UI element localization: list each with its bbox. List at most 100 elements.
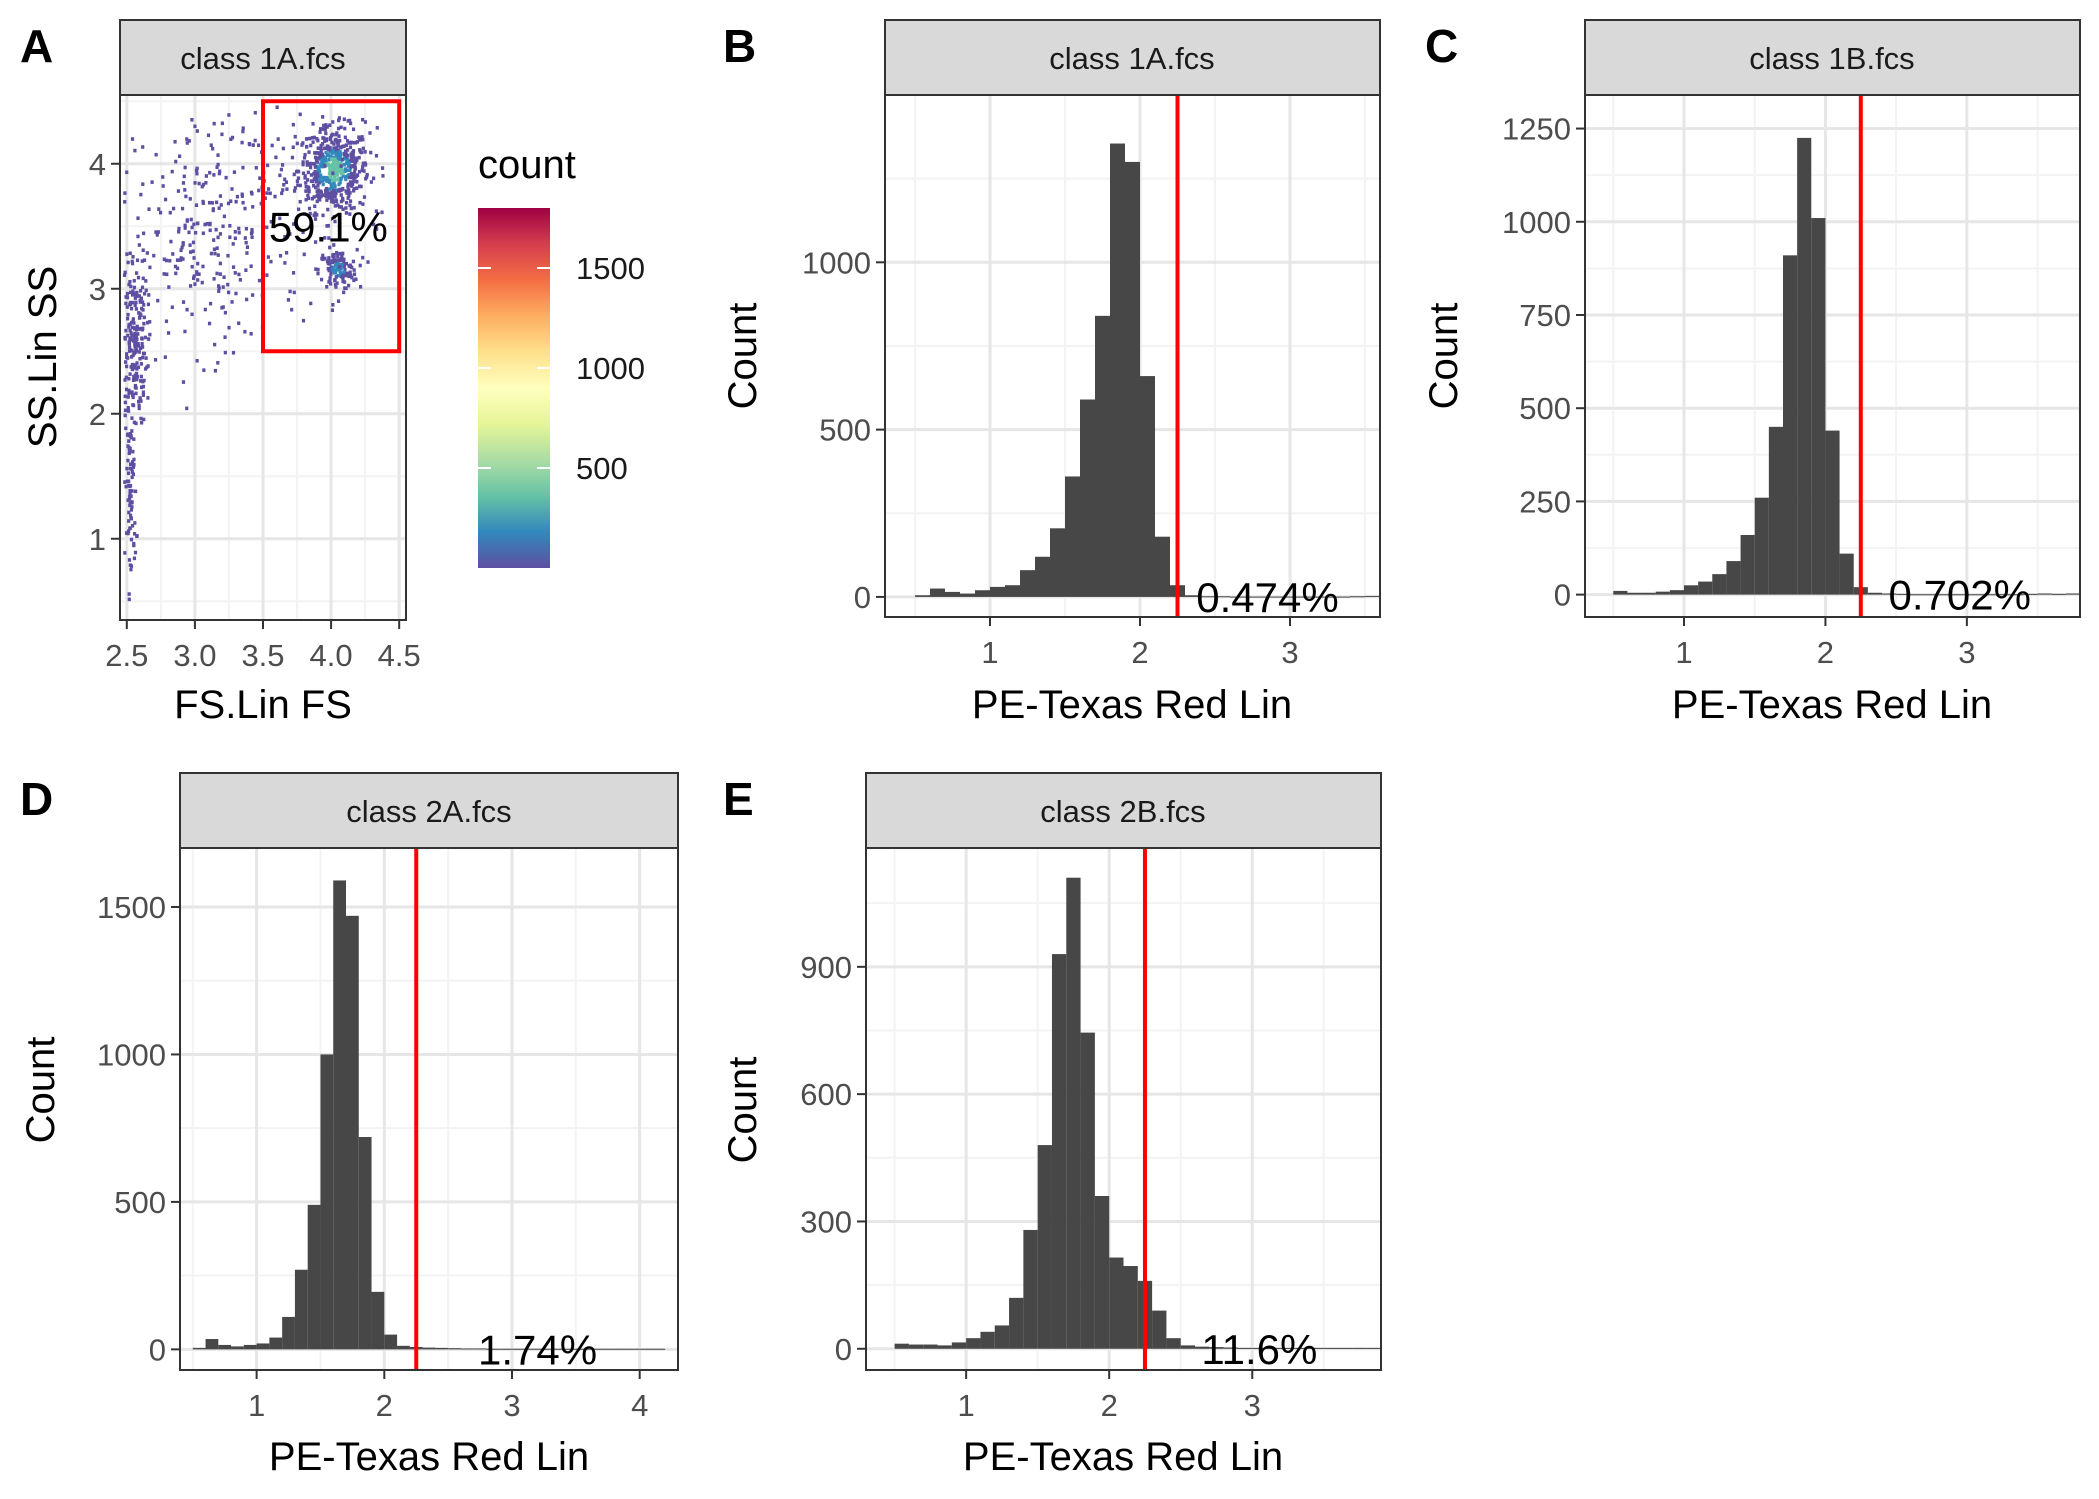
hexbin-point	[125, 364, 129, 369]
hexbin-point	[141, 182, 145, 186]
hexbin-point	[125, 252, 129, 256]
hexbin-point	[354, 277, 358, 282]
hexbin-point	[333, 283, 337, 287]
hexbin-point	[191, 276, 196, 280]
hexbin-point	[191, 240, 196, 245]
hexbin-point	[180, 245, 184, 250]
hexbin-point	[369, 150, 373, 155]
hexbin-point	[173, 139, 177, 144]
hexbin-point	[123, 200, 127, 204]
hexbin-point	[181, 257, 185, 261]
hexbin-point	[332, 146, 336, 150]
histogram-bar	[192, 1347, 206, 1350]
hexbin-point	[139, 362, 144, 366]
hexbin-point	[130, 489, 134, 493]
hexbin-point	[352, 174, 356, 178]
histogram-bar	[1095, 315, 1110, 597]
hexbin-point	[309, 173, 314, 177]
hexbin-point	[201, 264, 205, 269]
x-tick-label: 2.5	[105, 638, 148, 673]
hexbin-point	[174, 159, 178, 164]
hexbin-point	[312, 195, 316, 199]
hexbin-point	[190, 117, 194, 122]
hexbin-point	[335, 131, 339, 135]
histogram-bar	[346, 915, 359, 1350]
y-axis-label: SS.Lin SS	[21, 266, 65, 448]
hexbin-point	[216, 153, 220, 157]
hexbin-point	[197, 181, 201, 186]
histogram-bar	[1050, 528, 1065, 597]
hexbin-point	[344, 167, 348, 171]
x-tick-label: 1	[981, 635, 998, 670]
hexbin-point	[348, 118, 352, 123]
hexbin-point	[360, 135, 364, 139]
hexbin-point	[374, 153, 379, 158]
hexbin-point	[156, 298, 160, 303]
hexbin-point	[131, 472, 136, 477]
histogram-bar	[448, 1348, 461, 1350]
panel-letter-c: C	[1425, 20, 1458, 72]
hexbin-point	[322, 146, 326, 151]
strip-background	[884, 19, 1381, 96]
hexbin-point	[327, 236, 331, 240]
histogram-bar	[626, 1348, 640, 1350]
gate-percentage-label: 0.702%	[1889, 572, 2031, 619]
hexbin-point	[173, 264, 178, 269]
hexbin-point	[157, 207, 161, 211]
hexbin-point	[336, 299, 341, 303]
y-tick-label: 0	[1554, 578, 1571, 613]
hexbin-point	[283, 177, 287, 182]
histogram-bar	[371, 1291, 385, 1350]
hexbin-point	[126, 406, 130, 410]
hexbin-point	[343, 273, 348, 278]
hexbin-point	[337, 182, 341, 187]
hexbin-point	[303, 174, 307, 178]
hexbin-point	[324, 146, 328, 150]
hexbin-point	[332, 174, 337, 179]
hexbin-point	[212, 238, 216, 242]
hexbin-point	[340, 274, 344, 279]
hexbin-point	[313, 217, 318, 221]
hexbin-point	[361, 161, 365, 166]
hexbin-point	[331, 302, 335, 307]
hexbin-point	[325, 179, 329, 183]
hexbin-point	[224, 175, 228, 180]
hexbin-point	[135, 377, 139, 382]
strip-background	[1584, 19, 2081, 96]
histogram-bar	[486, 1348, 500, 1350]
gate-percentage-label: 59.1%	[269, 203, 388, 250]
hexbin-point	[319, 162, 323, 167]
hexbin-point	[335, 162, 339, 166]
hexbin-point	[124, 301, 128, 306]
hexbin-point	[309, 301, 313, 306]
histogram-bar	[460, 1348, 474, 1350]
histogram-bar	[1275, 596, 1290, 598]
hexbin-point	[127, 510, 131, 515]
hexbin-point	[165, 272, 169, 277]
hexbin-point	[163, 355, 167, 359]
hexbin-point	[218, 169, 222, 174]
hexbin-point	[220, 121, 224, 126]
hexbin-point	[294, 169, 299, 174]
hexbin-point	[222, 214, 227, 219]
y-tick-label: 300	[800, 1204, 852, 1239]
hexbin-point	[284, 180, 289, 185]
hexbin-point	[130, 429, 134, 433]
hexbin-point	[137, 294, 142, 298]
panel-b: B class 1A.fcs 0.474% 1 2 3 0 500 1000 PE-Te…	[721, 19, 1381, 727]
hexbin-point	[336, 144, 340, 148]
hexbin-point	[339, 171, 343, 176]
histogram-bar	[1366, 1347, 1381, 1349]
hexbin-point	[230, 300, 234, 304]
hexbin-point	[326, 207, 330, 212]
histogram-bar	[1825, 430, 1840, 595]
hexbin-point	[314, 175, 318, 179]
hexbin-point	[127, 479, 131, 484]
hexbin-point	[128, 491, 132, 496]
histogram-bar	[499, 1348, 512, 1350]
hexbin-point	[311, 161, 315, 166]
hexbin-point	[135, 371, 139, 376]
hexbin-point	[206, 133, 211, 138]
histogram-bar	[1180, 1345, 1196, 1349]
hexbin-point	[338, 251, 342, 256]
